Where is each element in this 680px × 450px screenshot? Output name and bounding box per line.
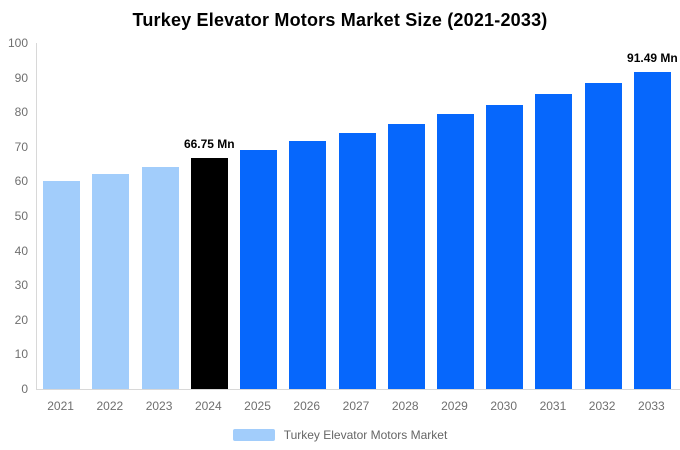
bar-2024[interactable] xyxy=(190,158,228,389)
x-axis-label-2027: 2027 xyxy=(342,399,370,413)
bar-2029[interactable] xyxy=(436,114,474,389)
y-axis-tick-label: 90 xyxy=(14,70,28,85)
bar-2021[interactable] xyxy=(43,181,81,389)
y-axis-tick-label: 30 xyxy=(14,278,28,293)
x-axis-line xyxy=(676,389,680,390)
y-axis-tick-label: 80 xyxy=(14,105,28,120)
y-axis-tick-label: 60 xyxy=(14,174,28,189)
x-axis-label-2029: 2029 xyxy=(441,399,468,413)
bar-2026[interactable] xyxy=(289,141,327,389)
data-label-2024: 66.75 Mn xyxy=(183,137,235,152)
x-axis-label-2033: 2033 xyxy=(638,399,665,413)
x-axis-label-2031: 2031 xyxy=(539,399,567,413)
x-axis-label-2026: 2026 xyxy=(293,399,321,413)
bar-2022[interactable] xyxy=(92,174,130,389)
x-axis-label-2030: 2030 xyxy=(490,399,518,413)
x-axis-label-2025: 2025 xyxy=(244,399,271,413)
bar-2031[interactable] xyxy=(535,94,573,389)
bar-2023[interactable] xyxy=(141,166,179,389)
bar-2025[interactable] xyxy=(240,149,278,389)
y-axis-tick-label: 100 xyxy=(7,36,28,50)
y-axis-tick-label: 0 xyxy=(21,382,28,396)
legend-label: Turkey Elevator Motors Market xyxy=(283,428,448,442)
x-axis-label-2022: 2022 xyxy=(96,399,124,413)
x-axis-label-2021: 2021 xyxy=(47,399,74,413)
x-axis-label-2032: 2032 xyxy=(588,399,616,413)
bar-2032[interactable] xyxy=(584,83,622,389)
legend-swatch-icon xyxy=(232,429,275,441)
plot-area: 66.75 Mn 91.49 Mn xyxy=(36,43,678,390)
x-axis-label-2024: 2024 xyxy=(194,399,222,413)
y-axis-tick-label: 70 xyxy=(14,139,28,154)
data-label-2033: 91.49 Mn xyxy=(627,51,678,66)
x-axis-label-2028: 2028 xyxy=(391,399,419,413)
bar-2030[interactable] xyxy=(486,104,524,389)
chart-title: Turkey Elevator Motors Market Size (2021… xyxy=(132,10,548,30)
y-axis-tick-label: 10 xyxy=(14,347,28,362)
y-axis-tick-label: 40 xyxy=(14,243,28,258)
legend-item[interactable]: Turkey Elevator Motors Market xyxy=(0,426,680,444)
y-axis-tick-label: 50 xyxy=(14,209,28,223)
bar-2027[interactable] xyxy=(338,132,376,389)
bar-2028[interactable] xyxy=(387,123,425,389)
bar-2033[interactable] xyxy=(633,72,671,389)
y-axis-tick-label: 20 xyxy=(14,312,28,327)
x-axis-label-2023: 2023 xyxy=(145,399,173,413)
